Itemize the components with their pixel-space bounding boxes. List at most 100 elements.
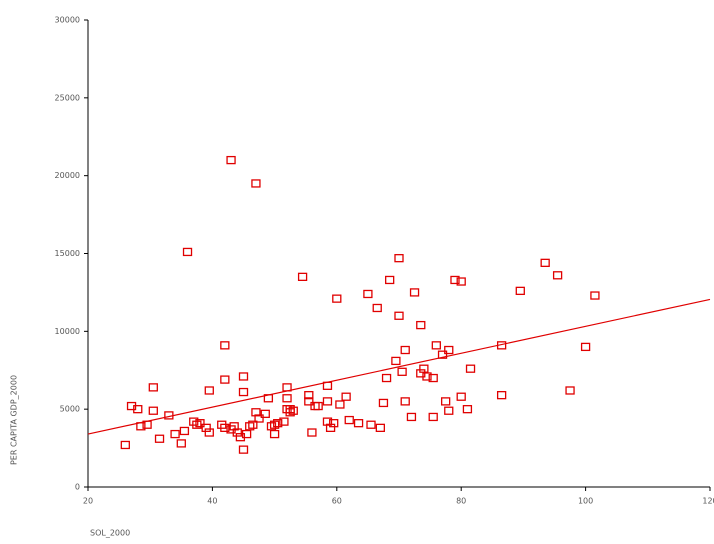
point <box>378 398 389 408</box>
point <box>304 397 314 406</box>
point <box>329 419 339 428</box>
y-tick-label: 25000 <box>55 93 80 102</box>
point <box>462 405 473 414</box>
point <box>465 364 476 373</box>
point <box>220 341 230 350</box>
point <box>428 373 438 383</box>
point <box>397 367 407 376</box>
point <box>394 254 404 263</box>
point <box>142 420 152 429</box>
point <box>450 275 460 285</box>
point <box>192 420 202 429</box>
point <box>419 364 429 373</box>
point <box>182 247 193 257</box>
point <box>381 373 392 383</box>
point <box>304 391 314 400</box>
point <box>269 420 280 429</box>
point <box>400 345 410 355</box>
y-tick-label: 30000 <box>55 16 80 25</box>
point <box>428 412 438 422</box>
point <box>363 289 373 299</box>
point <box>241 429 252 439</box>
x-tick-label: 40 <box>207 497 217 506</box>
point <box>204 386 214 395</box>
point <box>279 417 289 426</box>
point <box>344 415 354 425</box>
point <box>366 420 376 429</box>
point <box>325 423 336 432</box>
y-axis-label: PER CAPITA GDP_2000 <box>10 375 19 465</box>
point <box>226 155 236 165</box>
point <box>322 417 333 426</box>
point <box>260 409 270 418</box>
point <box>154 434 165 443</box>
point <box>288 406 298 415</box>
point <box>406 412 417 422</box>
point <box>444 345 454 355</box>
trendline <box>87 298 711 435</box>
point <box>251 179 261 188</box>
point <box>282 383 292 392</box>
point <box>375 423 385 432</box>
point <box>385 275 395 285</box>
point <box>263 394 274 403</box>
point <box>391 356 401 366</box>
point <box>220 375 230 384</box>
point <box>416 320 426 330</box>
point <box>400 397 410 406</box>
x-tick-label: 80 <box>456 497 466 506</box>
point <box>496 341 507 350</box>
point <box>341 392 351 401</box>
point <box>148 406 158 415</box>
point <box>254 414 264 423</box>
point <box>204 428 214 437</box>
point <box>409 288 420 297</box>
point <box>440 397 451 406</box>
point <box>220 423 230 432</box>
point <box>269 429 280 439</box>
point <box>201 423 211 432</box>
point <box>251 408 261 417</box>
point <box>285 405 295 414</box>
y-tick-label: 20000 <box>55 171 80 180</box>
point <box>313 401 323 411</box>
point <box>148 383 158 392</box>
x-tick-label: 20 <box>83 497 93 506</box>
point <box>515 286 525 296</box>
point <box>552 271 563 280</box>
x-tick-label: 100 <box>578 497 593 506</box>
y-tick-label: 5000 <box>60 405 80 414</box>
x-axis-label: SOL_2000 <box>90 529 130 538</box>
point <box>282 394 292 403</box>
point <box>248 420 258 429</box>
point <box>133 405 143 414</box>
point <box>297 272 308 282</box>
y-tick-label: 10000 <box>55 327 80 336</box>
point <box>496 391 507 400</box>
point <box>179 426 190 436</box>
y-tick-label: 15000 <box>55 249 80 258</box>
point <box>456 277 466 286</box>
point <box>322 397 333 406</box>
point <box>136 422 146 431</box>
point <box>431 341 441 350</box>
point <box>565 386 575 395</box>
point <box>170 429 180 439</box>
point <box>394 311 404 320</box>
point <box>245 422 255 431</box>
point <box>195 419 205 428</box>
y-tick-label: 0 <box>75 483 80 492</box>
x-tick-label: 120 <box>702 497 714 506</box>
point <box>444 406 454 415</box>
point <box>322 381 333 390</box>
point <box>120 440 130 450</box>
point <box>353 419 364 428</box>
point <box>232 428 242 437</box>
point <box>456 392 466 401</box>
point <box>229 422 239 431</box>
point <box>164 411 174 420</box>
point <box>372 303 382 313</box>
point <box>238 445 249 454</box>
point <box>580 342 591 352</box>
point <box>176 439 186 448</box>
